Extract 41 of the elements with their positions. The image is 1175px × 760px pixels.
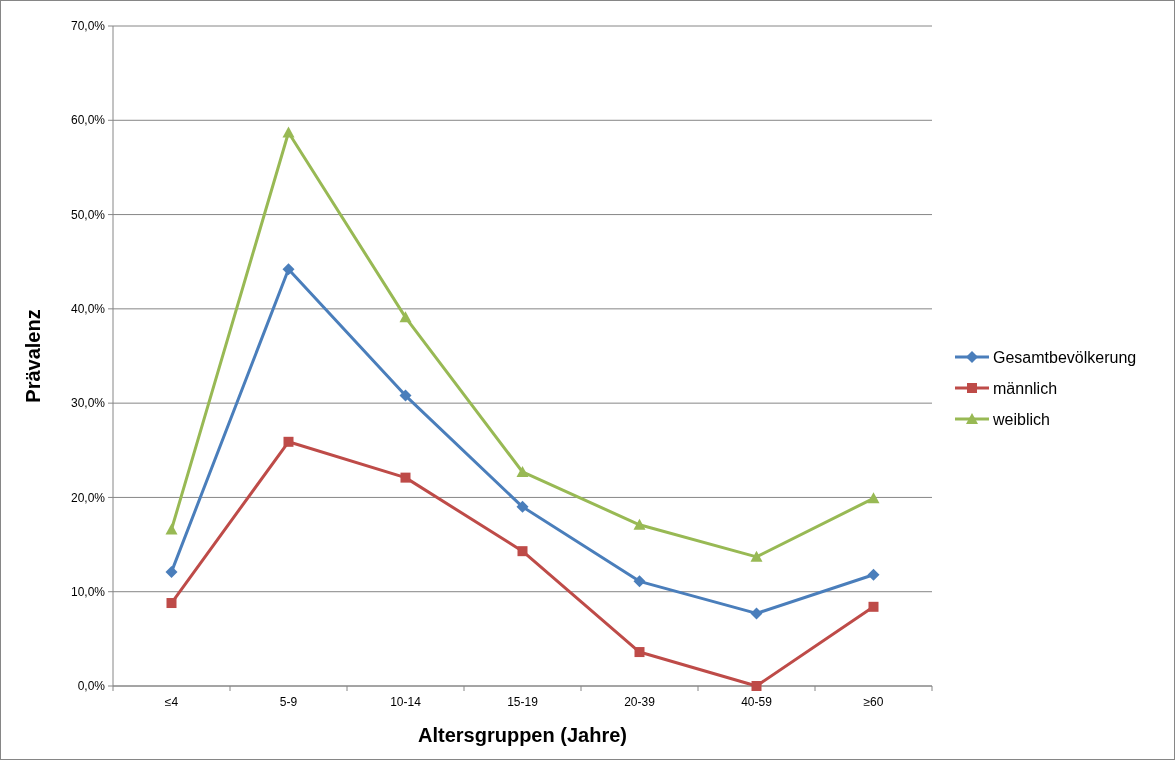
point bbox=[165, 523, 178, 535]
y-tick-label: 20,0% bbox=[70, 490, 106, 505]
legend-label: männlich bbox=[993, 379, 1058, 397]
y-tick-label: 10,0% bbox=[70, 584, 106, 599]
point bbox=[283, 436, 294, 447]
point bbox=[634, 647, 645, 658]
x-tick-label: 10-14 bbox=[390, 695, 422, 709]
point bbox=[282, 126, 295, 138]
point bbox=[633, 518, 646, 530]
legend-label: Gesamtbevölkerung bbox=[993, 348, 1137, 366]
y-axis-title: Prävalenz bbox=[22, 309, 44, 403]
legend-label: weiblich bbox=[992, 410, 1050, 428]
point bbox=[516, 465, 529, 477]
y-tick-label: 50,0% bbox=[70, 207, 106, 222]
y-tick-label: 30,0% bbox=[70, 396, 106, 411]
point bbox=[166, 598, 177, 609]
point bbox=[750, 607, 763, 620]
point bbox=[633, 575, 646, 588]
point bbox=[517, 546, 528, 557]
point bbox=[399, 311, 412, 323]
x-axis-title: Altersgruppen (Jahre) bbox=[418, 724, 627, 746]
point bbox=[750, 550, 763, 562]
point bbox=[165, 565, 178, 578]
x-tick-label: 5-9 bbox=[279, 695, 298, 709]
y-tick-label: 40,0% bbox=[70, 302, 106, 317]
point bbox=[868, 601, 879, 612]
point bbox=[751, 681, 762, 691]
point bbox=[400, 472, 411, 483]
y-tick-label: 0,0% bbox=[77, 679, 106, 694]
x-tick-label: 15-19 bbox=[507, 695, 539, 709]
point bbox=[516, 500, 529, 513]
point bbox=[282, 263, 295, 276]
point bbox=[867, 568, 880, 581]
x-tick-label: ≤4 bbox=[164, 695, 179, 709]
point bbox=[399, 389, 412, 402]
x-tick-label: 40-59 bbox=[741, 695, 773, 709]
x-tick-label: 20-39 bbox=[624, 695, 656, 709]
point bbox=[867, 492, 880, 504]
y-tick-label: 70,0% bbox=[70, 19, 106, 34]
y-tick-label: 60,0% bbox=[70, 113, 106, 128]
x-tick-label: ≥60 bbox=[863, 695, 884, 709]
